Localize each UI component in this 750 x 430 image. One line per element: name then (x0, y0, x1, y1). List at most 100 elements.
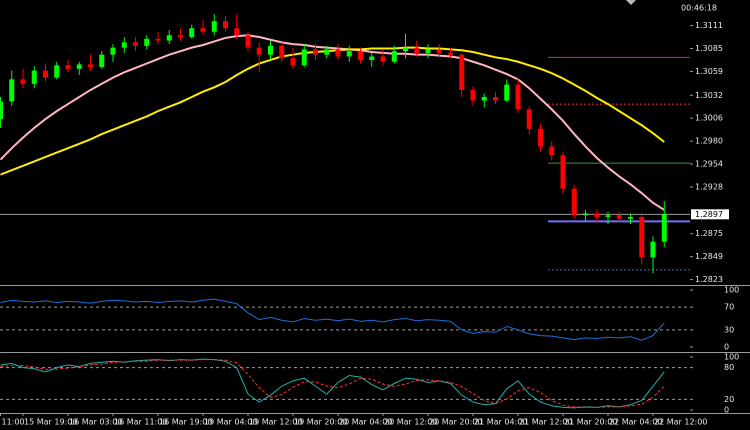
candle-body (346, 51, 352, 57)
y-tick-label: 1.2954 (695, 160, 723, 169)
y-tick-label: 1.3032 (695, 91, 723, 100)
candle-body (628, 216, 633, 219)
y-tick-label: 70 (724, 303, 734, 312)
candle-body (31, 70, 37, 84)
candle-body (110, 47, 116, 55)
x-tick-label: 16 Mar 19:00 (159, 418, 212, 427)
candle-body (166, 35, 172, 41)
candle-body (639, 216, 645, 258)
y-tick-label: 1.3059 (695, 67, 723, 76)
candle-body (504, 84, 510, 101)
candle-body (268, 45, 273, 55)
candle-body (178, 35, 183, 38)
x-tick-label: 20 Mar 12:00 (384, 418, 437, 427)
x-tick-label: 19 Mar 20:00 (294, 418, 347, 427)
candle-body (481, 97, 487, 101)
candle-body (223, 21, 228, 29)
candle-body (9, 79, 15, 102)
x-tick-label: 21 Mar 20:00 (564, 418, 617, 427)
candle-body (43, 70, 48, 78)
candle-body (211, 21, 217, 32)
indicator-line (0, 359, 665, 408)
candle-body (256, 47, 262, 55)
x-tick-label: 19 Mar 12:00 (249, 418, 302, 427)
y-tick-label: 1.2928 (695, 182, 723, 191)
y-tick-label: 30 (724, 325, 734, 334)
shift-marker (626, 0, 636, 5)
candle-body (650, 241, 656, 258)
candle-body (313, 49, 318, 55)
candle-body (200, 28, 206, 32)
candle-body (515, 84, 521, 110)
y-tick-label: 100 (724, 286, 739, 295)
candle-body (301, 49, 307, 66)
candle-body (560, 155, 566, 189)
candle-body (245, 35, 251, 48)
candle-body (76, 64, 82, 69)
x-tick-label: 22 Mar 04:00 (609, 418, 662, 427)
candle-body (571, 188, 577, 216)
candle-body (65, 65, 71, 69)
indicator-line (0, 298, 665, 341)
current-price-box (691, 209, 729, 220)
x-tick-label: 15 Mar 19:00 (24, 418, 77, 427)
candle-body (234, 28, 240, 36)
candle-body (88, 64, 93, 68)
candle-body (290, 58, 296, 66)
x-tick-label: 21 Mar 12:00 (519, 418, 572, 427)
x-tick-label: 22 Mar 12:00 (654, 418, 707, 427)
x-tick-label: 16 Mar 11:00 (114, 418, 167, 427)
candle-body (605, 215, 611, 217)
candle-body (661, 214, 667, 242)
candle-body (99, 54, 105, 68)
clock: 00:46:18 (681, 4, 717, 13)
candle-body (549, 146, 555, 156)
candle-body (155, 38, 161, 41)
y-tick-label: 100 (724, 353, 739, 362)
x-tick-label: 20 Mar 20:00 (429, 418, 482, 427)
candle-body (470, 89, 476, 101)
y-tick-label: 80 (724, 363, 734, 372)
candle-body (144, 38, 150, 46)
candle-body (369, 56, 375, 60)
y-tick-label: 0 (724, 343, 729, 352)
candle-body (538, 128, 543, 147)
moving-average (0, 34, 665, 211)
candle-body (121, 42, 127, 48)
candle-body (493, 97, 498, 101)
candle-body (403, 47, 408, 52)
candle-body (459, 54, 465, 90)
x-tick-label: 11:00 (2, 418, 25, 427)
y-tick-label: 20 (724, 395, 734, 404)
candle-body (526, 109, 532, 129)
candle-body (436, 49, 442, 53)
y-tick-label: 0 (724, 406, 729, 415)
candle-body (54, 65, 60, 78)
y-tick-label: 1.2980 (695, 137, 723, 146)
y-tick-label: 1.2875 (695, 229, 723, 238)
y-tick-label: 1.3006 (695, 114, 723, 123)
current-price-label: 1.2897 (695, 210, 723, 219)
y-tick-label: 1.2849 (695, 252, 723, 261)
x-tick-label: 21 Mar 04:00 (474, 418, 527, 427)
candle-body (358, 51, 363, 60)
candle-body (20, 79, 26, 84)
candle-body (335, 49, 341, 57)
candle-body (425, 49, 431, 53)
candle-body (380, 56, 386, 62)
y-tick-label: 1.3085 (695, 44, 723, 53)
moving-average (0, 46, 665, 176)
y-tick-label: 1.2823 (695, 275, 723, 284)
candle-body (133, 42, 138, 46)
candle-body (616, 215, 622, 219)
candle-body (448, 52, 453, 55)
candle-body (324, 49, 330, 55)
candle-body (583, 213, 588, 216)
candle-body (279, 45, 285, 59)
x-tick-label: 20 Mar 04:00 (339, 418, 392, 427)
candle-body (0, 101, 3, 120)
y-tick-label: 1.3111 (695, 21, 723, 30)
